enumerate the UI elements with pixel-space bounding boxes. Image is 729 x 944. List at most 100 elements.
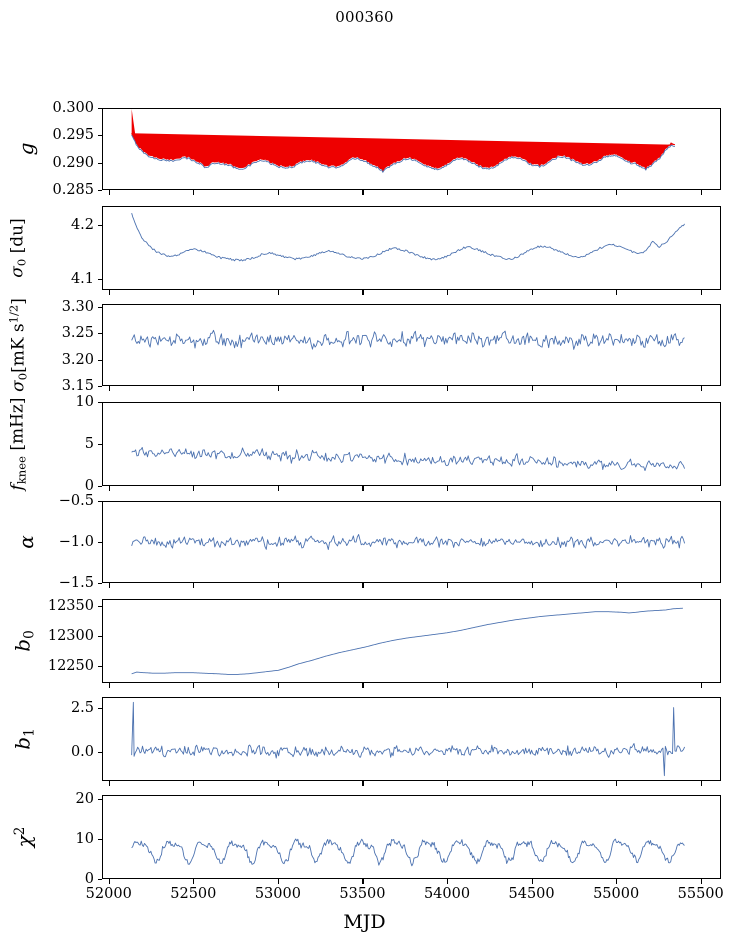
x-tick-mark: [193, 781, 195, 786]
y-tick-mark: [98, 501, 102, 503]
x-tick-mark: [531, 683, 533, 688]
x-tick-label: 54500: [508, 886, 555, 902]
y-axis-label-b0: b0: [10, 630, 38, 652]
y-axis-label-b1: b1: [10, 728, 38, 750]
y-tick-mark: [98, 486, 102, 488]
y-tick-label-sigma0_mK: 3.25: [61, 325, 94, 342]
x-tick-mark: [277, 386, 279, 391]
x-tick-mark: [362, 683, 364, 688]
y-tick-label-b0: 12250: [47, 658, 94, 675]
x-tick-mark: [616, 486, 618, 491]
y-tick-mark: [98, 162, 102, 164]
x-tick-mark: [193, 190, 195, 195]
x-tick-mark: [108, 386, 110, 391]
y-tick-label-b1: 0.0: [70, 744, 94, 761]
x-tick-mark: [616, 386, 618, 391]
x-tick-mark: [108, 190, 110, 195]
y-tick-label-b0: 12350: [47, 598, 94, 615]
x-tick-mark: [362, 879, 364, 884]
x-tick-mark: [108, 781, 110, 786]
y-tick-mark: [98, 752, 102, 754]
x-tick-label: 55500: [677, 886, 724, 902]
y-tick-label-b0: 12300: [47, 628, 94, 645]
y-tick-mark: [98, 108, 102, 110]
x-tick-mark: [531, 290, 533, 295]
y-tick-label-g: 0.300: [52, 100, 94, 116]
x-tick-mark: [277, 486, 279, 491]
x-tick-mark: [447, 486, 449, 491]
plot-panel-alpha: [102, 501, 721, 583]
y-tick-mark: [98, 606, 102, 608]
y-tick-mark: [98, 359, 102, 361]
x-tick-mark: [531, 486, 533, 491]
y-tick-mark: [98, 583, 102, 585]
y-axis-label-alpha: α: [14, 535, 38, 549]
x-tick-mark: [616, 781, 618, 786]
x-tick-mark: [447, 683, 449, 688]
y-tick-label-f_knee: 5: [84, 436, 94, 452]
y-axis-label-chi2: χ2: [12, 826, 36, 848]
x-tick-mark: [447, 583, 449, 588]
x-tick-mark: [447, 290, 449, 295]
y-tick-label-sigma0_mK: 3.15: [61, 378, 94, 394]
x-tick-mark: [531, 583, 533, 588]
x-tick-mark: [700, 583, 702, 588]
y-axis-label-sigma0_mK: σ0[mK s1/2]: [6, 298, 30, 392]
x-tick-label: 54000: [423, 886, 471, 902]
y-tick-label-g: 0.290: [52, 154, 94, 171]
x-tick-mark: [108, 583, 110, 588]
x-tick-mark: [362, 386, 364, 391]
plot-panel-sigma0_mK: [102, 304, 721, 386]
plot-panel-chi2: [102, 795, 721, 879]
x-tick-mark: [108, 683, 110, 688]
x-tick-mark: [700, 190, 702, 195]
y-tick-mark: [98, 306, 102, 308]
x-tick-mark: [362, 290, 364, 295]
x-tick-mark: [362, 190, 364, 195]
x-tick-label: 53000: [254, 886, 301, 902]
x-tick-mark: [193, 386, 195, 391]
y-tick-label-b1: 2.5: [70, 699, 94, 716]
y-tick-label-f_knee: 0: [84, 478, 94, 494]
x-tick-mark: [531, 781, 533, 786]
y-tick-mark: [98, 279, 102, 281]
x-tick-mark: [447, 781, 449, 786]
y-tick-label-alpha: −1.5: [58, 575, 94, 591]
y-tick-label-sigma0_mK: 3.30: [61, 298, 94, 315]
x-tick-label: 52500: [170, 886, 217, 902]
x-tick-mark: [616, 583, 618, 588]
y-tick-label-alpha: −1.0: [58, 534, 94, 550]
y-tick-mark: [98, 190, 102, 192]
x-tick-mark: [193, 683, 195, 688]
x-tick-mark: [277, 190, 279, 195]
y-axis-label-g: g: [14, 142, 38, 156]
x-tick-mark: [277, 583, 279, 588]
y-tick-mark: [98, 542, 102, 544]
x-tick-mark: [362, 781, 364, 786]
y-tick-mark: [98, 135, 102, 137]
y-tick-label-f_knee: 10: [75, 394, 94, 410]
x-tick-mark: [193, 486, 195, 491]
x-tick-mark: [700, 486, 702, 491]
y-tick-mark: [98, 799, 102, 801]
x-tick-mark: [616, 290, 618, 295]
x-tick-mark: [616, 190, 618, 195]
y-tick-mark: [98, 333, 102, 335]
y-tick-label-chi2: 20: [75, 791, 94, 807]
x-tick-mark: [193, 879, 195, 884]
plot-panel-g: [102, 108, 721, 190]
plot-panel-f_knee: [102, 402, 721, 486]
x-tick-mark: [700, 781, 702, 786]
y-tick-label-sigma0_mK: 3.20: [61, 351, 94, 368]
x-tick-label: 52000: [85, 886, 132, 902]
y-tick-label-alpha: −0.5: [58, 493, 94, 509]
y-tick-mark: [98, 224, 102, 227]
x-axis-label: MJD: [343, 911, 386, 933]
plot-panel-sigma0_du: [102, 206, 721, 290]
x-tick-mark: [531, 190, 533, 195]
x-tick-mark: [531, 386, 533, 391]
y-tick-label-sigma0_du: 4.2: [70, 216, 94, 233]
y-tick-mark: [98, 839, 102, 841]
x-tick-label: 55000: [593, 886, 640, 902]
x-tick-mark: [108, 879, 110, 884]
